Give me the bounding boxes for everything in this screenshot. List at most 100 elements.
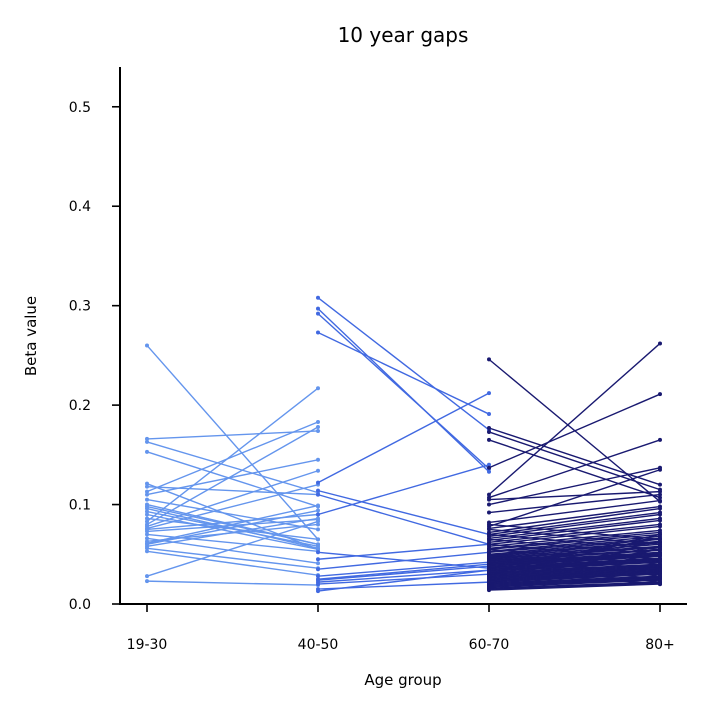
series-2-point-78-0: [487, 569, 491, 574]
series-2-point-73-0: [487, 532, 491, 537]
series-0-line-15: [146, 387, 319, 523]
series-1-point-2-0: [316, 311, 320, 316]
series-0-point-27-0: [145, 546, 149, 551]
series-2-point-78-1: [658, 582, 662, 587]
series-0-line-5: [146, 485, 319, 496]
series-layer: [145, 295, 662, 594]
x-tick-label-2: 60-70: [469, 637, 510, 653]
series-1-point-0-0: [316, 295, 320, 300]
series-0-line-26: [146, 517, 319, 548]
series-2-line-21: [488, 531, 661, 550]
series-2-point-70-0: [487, 547, 491, 552]
series-0-point-5-0: [145, 484, 149, 489]
series-0-point-2-0: [145, 439, 149, 444]
y-axis-label: Beta value: [22, 296, 40, 376]
x-tick-label-0: 19-30: [127, 637, 168, 653]
series-0-point-21-0: [145, 532, 149, 537]
series-1-point-7-1: [487, 462, 491, 467]
series-0-point-30-0: [145, 579, 149, 584]
series-2-point-13-1: [658, 506, 662, 511]
series-0-line-17: [146, 470, 319, 528]
series-1-line-1: [317, 308, 490, 473]
series-2-point-67-0: [487, 580, 491, 585]
series-2-line-12: [488, 505, 661, 530]
y-tick-label-3: 0.3: [69, 299, 91, 315]
series-2-line-55: [488, 576, 661, 585]
series-0-point-16-1: [316, 424, 320, 429]
series-2-line-18: [488, 523, 661, 544]
series-0-line-24: [146, 504, 319, 545]
series-2-point-17-1: [658, 518, 662, 523]
series-0-line-18: [146, 483, 319, 530]
series-0-point-11-0: [145, 506, 149, 511]
series-2-point-77-0: [487, 564, 491, 569]
series-1-line-15: [317, 573, 490, 585]
series-1-line-3: [317, 331, 490, 415]
series-2-point-72-0: [487, 537, 491, 542]
x-tick-label-3: 80+: [645, 637, 675, 653]
series-0-point-24-1: [316, 503, 320, 508]
series-1-line-10: [317, 551, 490, 570]
series-1-point-3-0: [316, 330, 320, 335]
series-2-line-13: [488, 507, 661, 534]
series-2-line-64: [488, 541, 661, 565]
series-2-line-5: [488, 342, 661, 496]
series-2-line-15: [488, 513, 661, 538]
series-1-line-0: [317, 297, 490, 431]
series-0-line-30: [146, 580, 319, 586]
series-2-point-71-1: [658, 557, 662, 562]
series-0-point-1-0: [145, 436, 149, 441]
series-0-point-6-1: [316, 420, 320, 425]
series-2-point-79-0: [487, 554, 491, 559]
series-2-line-2: [488, 431, 661, 491]
series-2: [487, 341, 662, 593]
series-2-line-72: [488, 538, 661, 555]
series-2-point-7-0: [487, 497, 491, 502]
series-2-point-76-1: [658, 577, 662, 582]
series-2-line-61: [488, 583, 661, 591]
series-2-line-71: [488, 543, 661, 560]
series-2-line-54: [488, 575, 661, 584]
series-0-point-25-1: [316, 508, 320, 513]
series-0-point-28-0: [145, 549, 149, 554]
series-2-line-76: [488, 560, 661, 580]
series-2-line-66: [488, 548, 661, 580]
series-2-point-10-1: [658, 498, 662, 503]
series-1-line-7: [317, 464, 490, 516]
series-0-point-20-0: [145, 529, 149, 534]
series-0-point-23-1: [316, 522, 320, 527]
series-1-line-17: [317, 569, 490, 592]
series-1-point-10-0: [316, 567, 320, 572]
series-2-point-74-0: [487, 527, 491, 532]
series-1-point-4-1: [487, 391, 491, 396]
series-0-line-22: [146, 537, 319, 564]
series-2-line-79: [488, 555, 661, 577]
series-2-point-76-0: [487, 559, 491, 564]
series-0-point-29-1: [316, 519, 320, 524]
series-1-line-2: [317, 313, 490, 470]
series-0-line-6: [146, 421, 319, 493]
series-0-line-19: [146, 513, 319, 531]
x-tick-label-1: 40-50: [298, 637, 339, 653]
series-2-line-57: [488, 578, 661, 587]
series-2-point-0-0: [487, 357, 491, 362]
series-2-point-79-1: [658, 574, 662, 579]
series-2-point-9-0: [487, 510, 491, 515]
series-2-line-70: [488, 548, 661, 565]
series-1-point-4-0: [316, 480, 320, 485]
series-2-point-19-1: [658, 524, 662, 529]
series-2-point-1-1: [658, 482, 662, 487]
series-1-line-13: [317, 565, 490, 581]
series-0-point-7-0: [145, 492, 149, 497]
series-2-line-11: [488, 469, 661, 528]
series-1-point-9-0: [316, 557, 320, 562]
series-2-point-72-1: [658, 552, 662, 557]
series-2-point-1-0: [487, 425, 491, 430]
series-2-line-4: [488, 393, 661, 469]
series-0-point-4-0: [145, 481, 149, 486]
series-0-point-3-0: [145, 449, 149, 454]
series-0-point-17-1: [316, 468, 320, 473]
series-2-point-15-1: [658, 512, 662, 517]
ticks-layer: 0.0 0.1 0.2 0.3 0.4 0.5 19-30 40-50 60-70 80+: [69, 100, 675, 653]
series-2-line-27: [488, 541, 661, 557]
